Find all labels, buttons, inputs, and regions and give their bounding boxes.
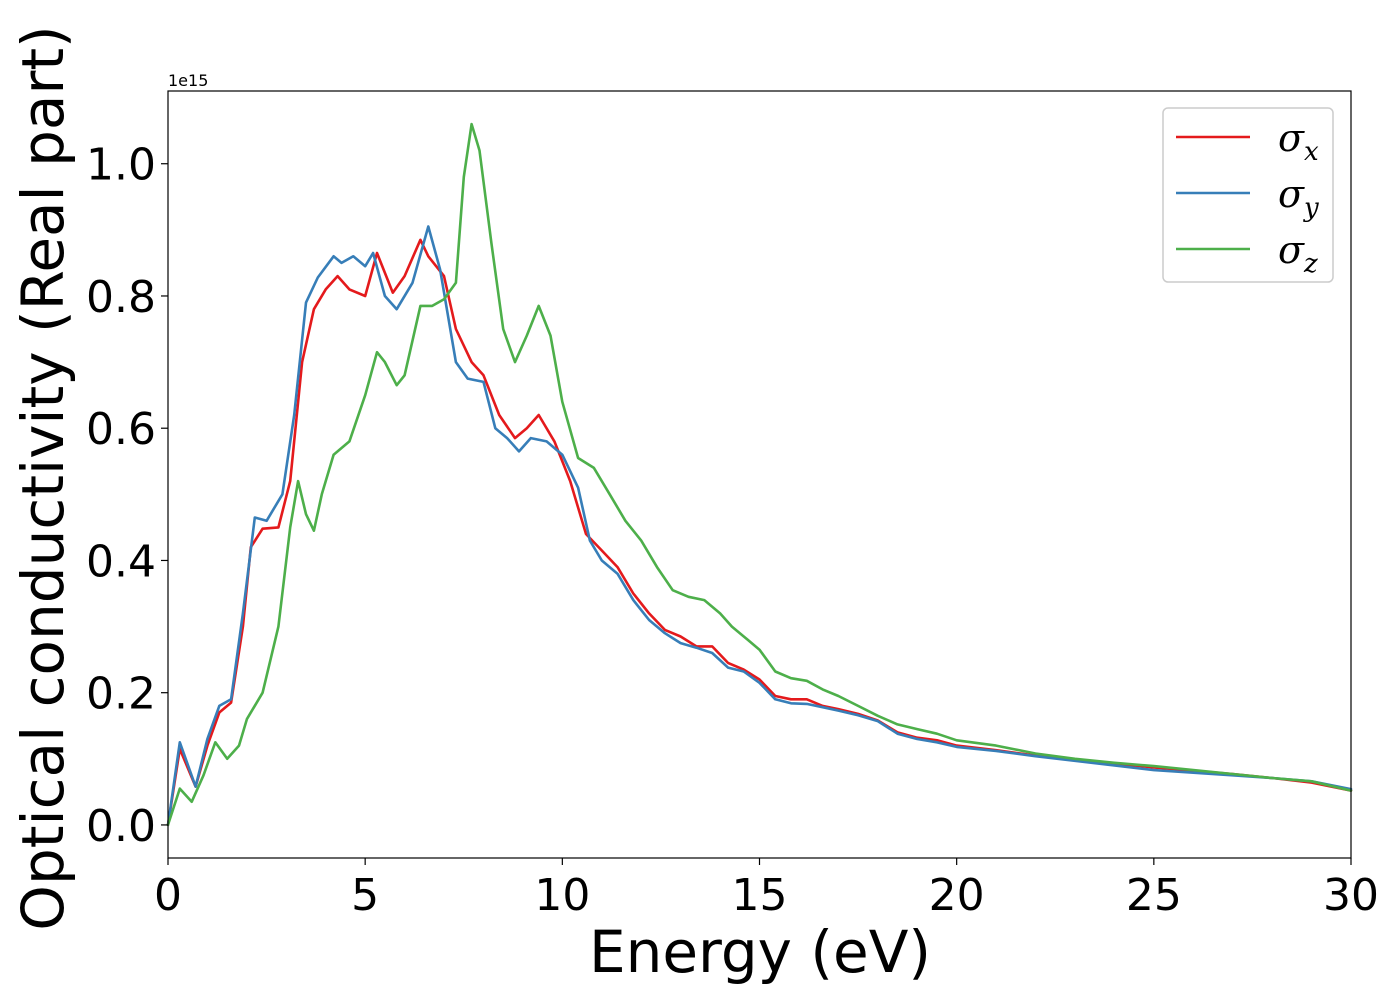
series-line-x — [166, 238, 1353, 827]
y-tick-label: 0.2 — [86, 669, 156, 720]
x-tick-label: 30 — [1323, 870, 1379, 921]
x-tick-label: 10 — [534, 870, 590, 921]
y-tick-label: 0.4 — [86, 536, 156, 587]
x-tick-label: 0 — [154, 870, 182, 921]
series-layer — [166, 122, 1353, 827]
x-tick-label: 20 — [929, 870, 985, 921]
x-tick-label: 5 — [351, 870, 379, 921]
x-tick-label: 25 — [1126, 870, 1182, 921]
legend-box — [1162, 107, 1334, 283]
x-axis-title: Energy (eV) — [589, 918, 931, 986]
series-line-z — [166, 122, 1353, 827]
y-tick-label: 0.8 — [86, 272, 156, 323]
y-offset-label: 1e15 — [168, 71, 208, 90]
y-axis-ticks: 0.0 0.2 0.4 0.6 0.8 1.0 — [86, 140, 168, 852]
x-axis-ticks: 0 5 10 15 20 25 30 — [154, 858, 1379, 921]
x-tick-label: 15 — [732, 870, 788, 921]
y-tick-label: 1.0 — [86, 140, 156, 191]
y-tick-label: 0.0 — [86, 801, 156, 852]
y-tick-label: 0.6 — [86, 404, 156, 455]
y-axis-title: Optical conductivity (Real part) — [9, 25, 77, 930]
series-line-y — [166, 225, 1353, 827]
